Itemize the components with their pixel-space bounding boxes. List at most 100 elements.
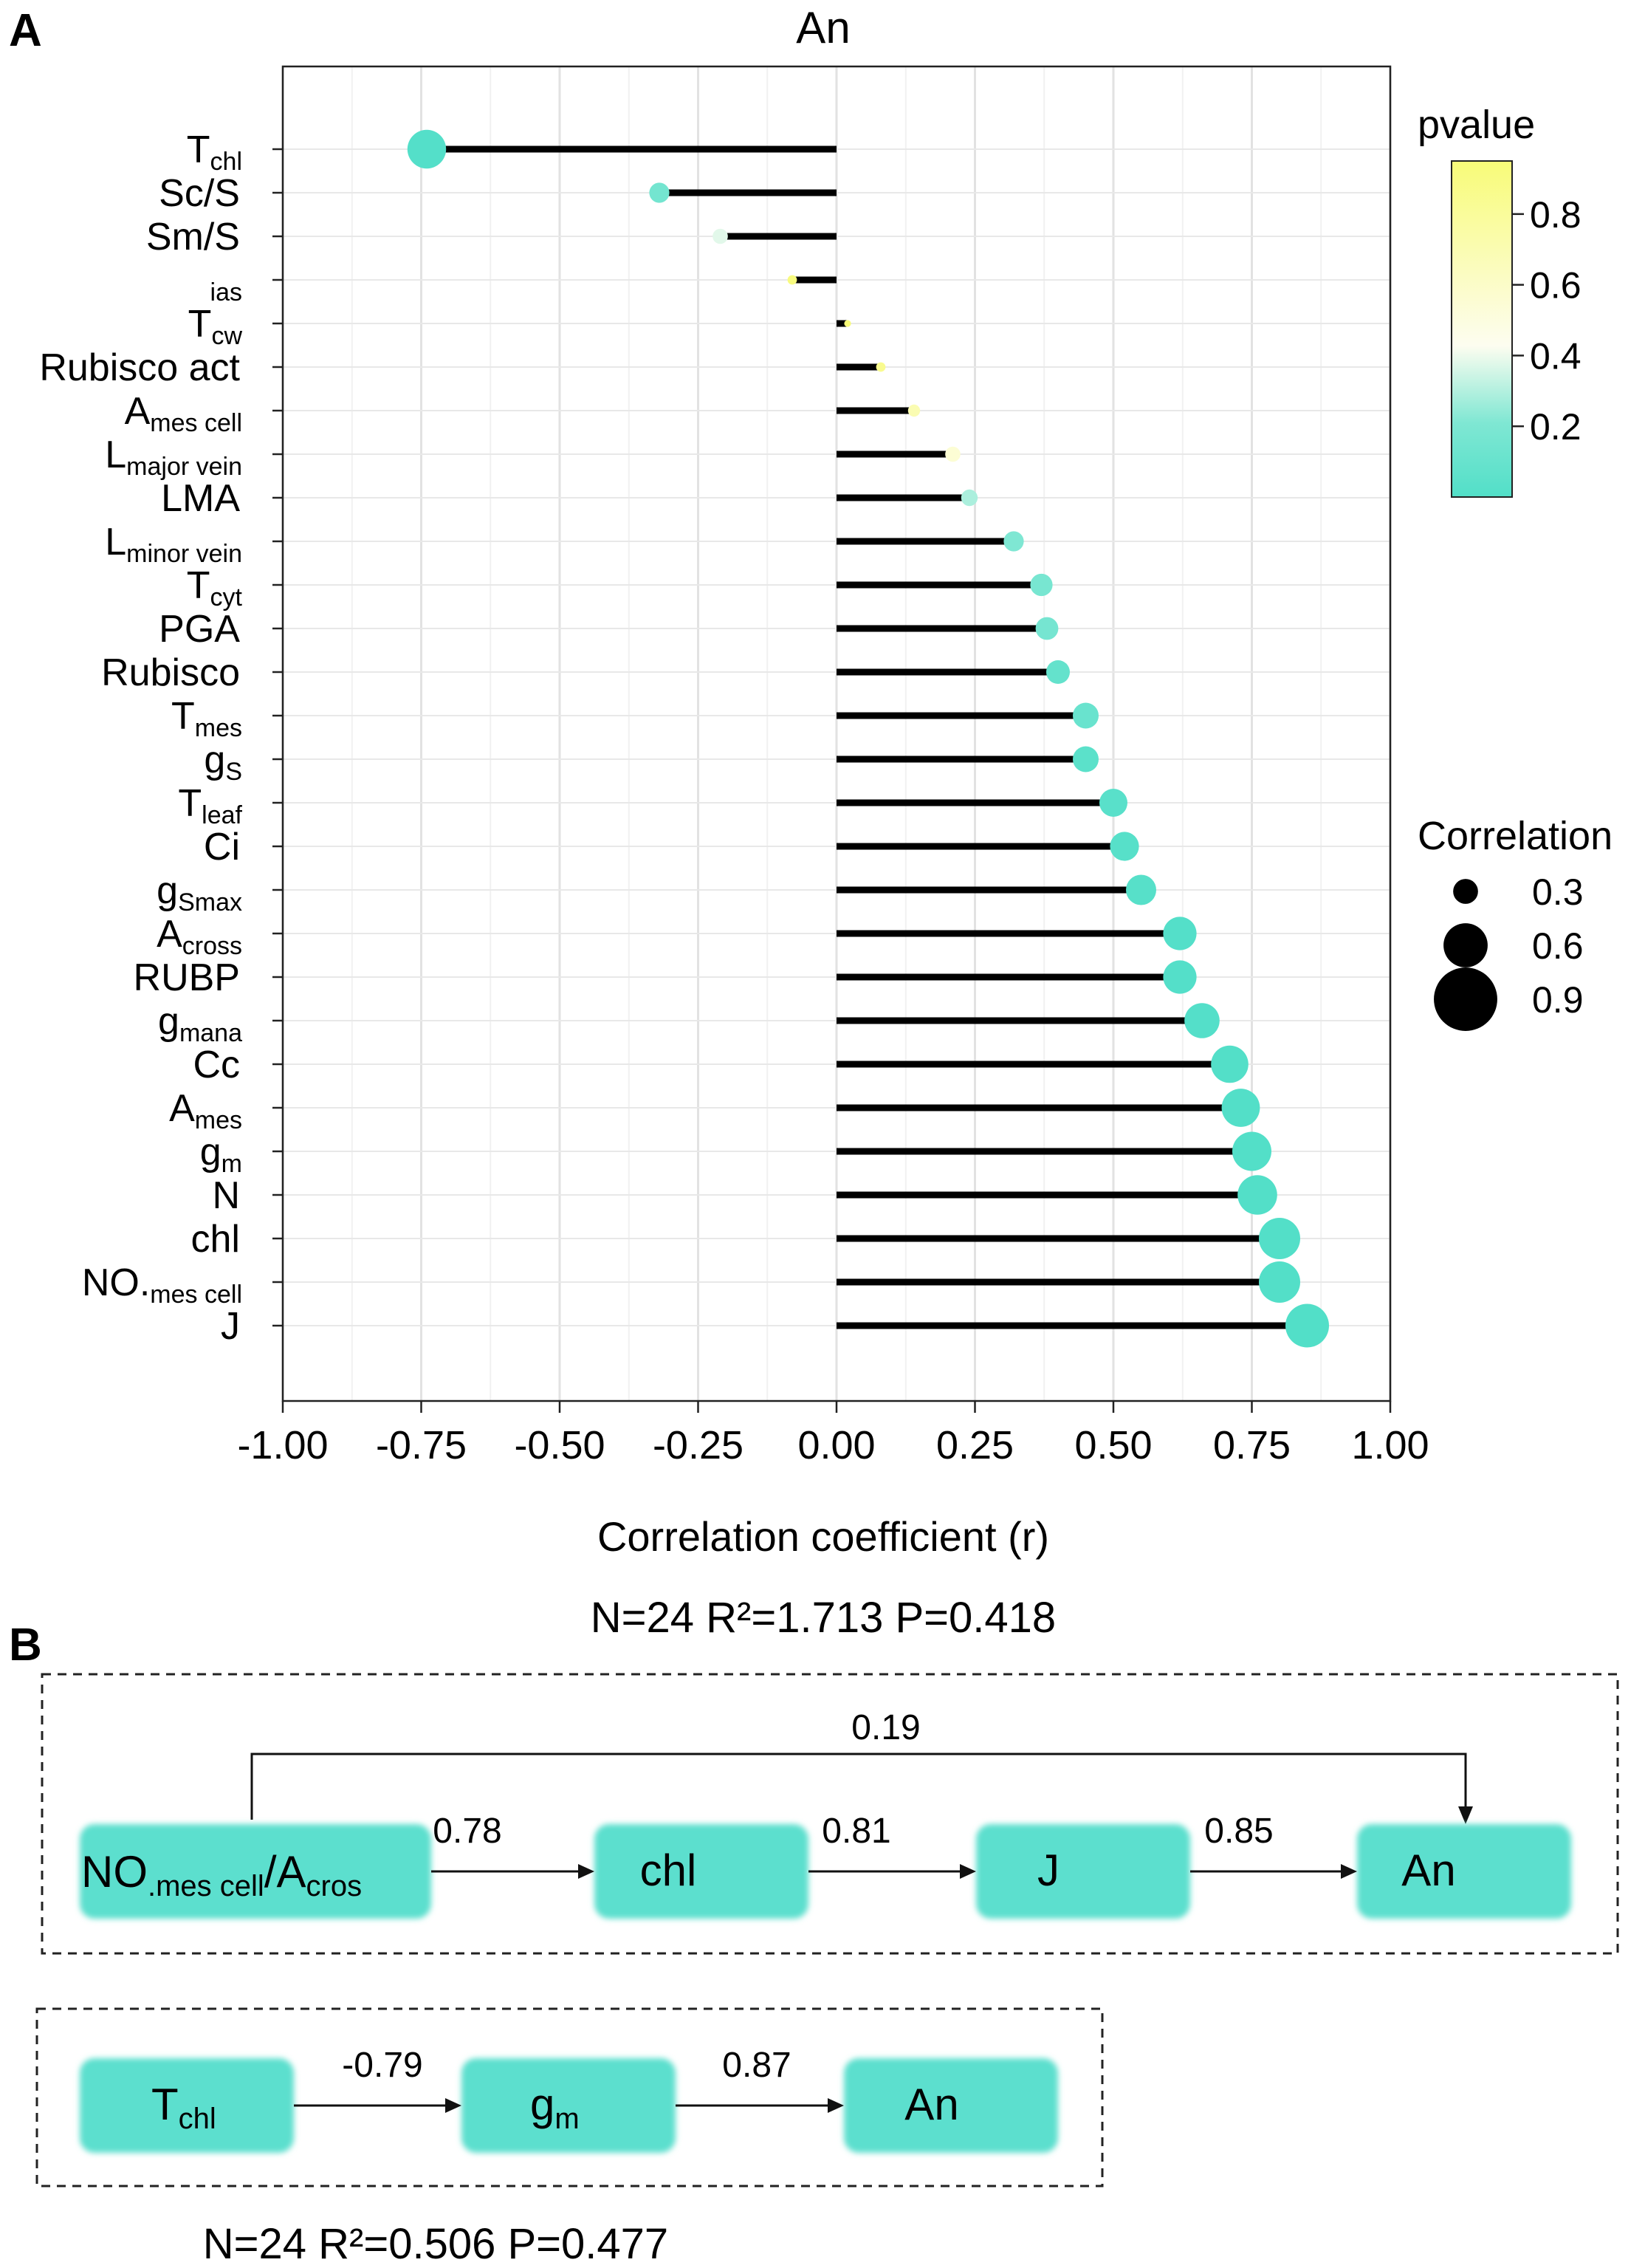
y-axis-label: Sc/S — [159, 172, 240, 215]
y-axis-label: Ames — [169, 1087, 242, 1134]
y-axis-label: ias — [210, 278, 242, 306]
y-axis-label: gmana — [158, 1000, 242, 1047]
lollipop-dot — [1163, 960, 1197, 994]
node-j-label: J — [1037, 1846, 1060, 1895]
size-legend-label: 0.6 — [1532, 925, 1584, 967]
lollipop-dot — [407, 129, 447, 169]
y-axis-label: chl — [191, 1218, 240, 1261]
x-tick-label: 1.00 — [1351, 1423, 1429, 1467]
pvalue-colorbar: pvalue 0.2 0.4 0.6 0.8 — [1418, 103, 1582, 498]
y-axis-label: Ames cell — [125, 390, 242, 437]
coef-m2-2-3: 0.87 — [722, 2046, 791, 2085]
size-legend-circle — [1453, 879, 1478, 904]
x-tick-label: 0.25 — [936, 1423, 1014, 1467]
coef-m2-1-2: -0.79 — [342, 2046, 422, 2085]
arrow-m2-1-2-head — [445, 2098, 461, 2113]
panel-b-label: B — [9, 1620, 42, 1671]
y-axis-label: RUBP — [134, 956, 240, 999]
node-nomes-across — [80, 1824, 431, 1919]
chart-title: An — [796, 3, 850, 52]
lollipop-dot — [1073, 702, 1099, 729]
arrow-3-4-head — [1341, 1864, 1357, 1879]
y-axis-label: Tcyt — [187, 564, 243, 611]
lollipop-dots — [407, 129, 1329, 1348]
node-nomes-across-label: NO.mes cell/Acros — [81, 1847, 362, 1902]
colorbar-tick-label: 0.2 — [1530, 406, 1582, 448]
direct-path-arrowhead — [1458, 1806, 1473, 1824]
x-axis-title: Correlation coefficient (r) — [597, 1513, 1049, 1560]
size-legend-label: 0.3 — [1532, 871, 1584, 913]
lollipop-dot — [1126, 874, 1156, 905]
y-axis-label: Tmes — [171, 695, 242, 742]
lollipop-dot — [961, 489, 978, 507]
lollipop-dot — [1259, 1218, 1300, 1259]
lollipop-stems — [427, 145, 1308, 1329]
node-tchl-label: Tchl — [151, 2080, 216, 2135]
lollipop-dot — [1099, 789, 1127, 817]
lollipop-dot — [876, 362, 886, 372]
size-legend-title: Correlation — [1418, 814, 1613, 858]
x-tick-label: -0.25 — [653, 1423, 743, 1467]
y-axis-label: gS — [204, 739, 242, 786]
lollipop-dot — [844, 320, 851, 327]
coef-2-3: 0.81 — [822, 1812, 890, 1851]
lollipop-dot — [945, 446, 961, 462]
colorbar-tick-label: 0.4 — [1530, 335, 1582, 377]
y-axis-label: gSmax — [157, 869, 242, 917]
lollipop-dot — [1232, 1131, 1271, 1171]
coef-3-4: 0.85 — [1204, 1812, 1273, 1851]
lollipop-dot — [712, 228, 728, 244]
lollipop-dot — [1110, 832, 1139, 861]
direct-path-line — [250, 1753, 1467, 1820]
x-axis-ticks: -1.00 -0.75 -0.50 -0.25 0.00 0.25 0.50 0.75 1.00 — [237, 1401, 1429, 1467]
y-axis-label: Tleaf — [178, 782, 242, 829]
node-chl-label: chl — [640, 1846, 697, 1895]
size-legend-entries: 0.3 0.6 0.9 — [1434, 871, 1584, 1031]
y-axis-label: J — [221, 1305, 240, 1348]
node-tchl — [80, 2058, 294, 2153]
arrow-1-2-head — [578, 1864, 594, 1879]
arrow-2-3-head — [960, 1864, 976, 1879]
node-j — [976, 1824, 1190, 1919]
model1-dashed-box — [41, 1673, 1619, 1955]
y-axis-label: N — [212, 1174, 240, 1217]
lollipop-dot — [1237, 1175, 1277, 1215]
model2-stats: N=24 R²=0.506 P=0.477 — [203, 2220, 668, 2268]
node-an-2-label: An — [904, 2080, 958, 2129]
path-model-1: 0.19 NO.mes cell/Acros chl J An 0.78 0.8… — [41, 1673, 1619, 1955]
size-legend-label: 0.9 — [1532, 979, 1584, 1021]
correlation-size-legend: Correlation 0.3 0.6 0.9 — [1418, 814, 1613, 1031]
x-tick-label: -0.50 — [514, 1423, 605, 1467]
y-axis-label: NO.mes cell — [82, 1261, 242, 1309]
lollipop-dot — [1184, 1003, 1220, 1038]
lollipop-dot — [1259, 1261, 1300, 1303]
node-an-1 — [1357, 1824, 1571, 1919]
lollipop-dot — [649, 182, 670, 203]
lollipop-dot — [1046, 660, 1070, 684]
lollipop-dot — [1285, 1303, 1329, 1348]
lollipop-dot — [1003, 531, 1024, 552]
y-axis-label: Lmajor vein — [105, 434, 242, 481]
size-legend-circle — [1434, 967, 1497, 1031]
lollipop-dot — [1163, 917, 1197, 950]
y-axis-label: gm — [200, 1131, 242, 1178]
x-tick-label: 0.50 — [1074, 1423, 1152, 1467]
y-axis-label: Ci — [204, 826, 240, 869]
y-axis-label: Cc — [193, 1044, 240, 1086]
lollipop-dot — [1073, 746, 1099, 772]
y-axis-label: Tcw — [188, 303, 243, 350]
node-gm — [461, 2058, 676, 2153]
lollipop-dot — [787, 275, 797, 285]
size-legend-circle — [1443, 923, 1488, 967]
model1-stats: N=24 R²=1.713 P=0.418 — [591, 1594, 1056, 1642]
arrow-m2-2-3-head — [828, 2098, 844, 2113]
coef-direct: 0.19 — [851, 1708, 920, 1747]
y-axis-label: Lminor vein — [105, 521, 242, 568]
x-tick-label: 0.00 — [797, 1423, 875, 1467]
node-an-2 — [844, 2058, 1058, 2153]
lollipop-dot — [907, 404, 921, 417]
panel-a-label: A — [9, 5, 42, 56]
